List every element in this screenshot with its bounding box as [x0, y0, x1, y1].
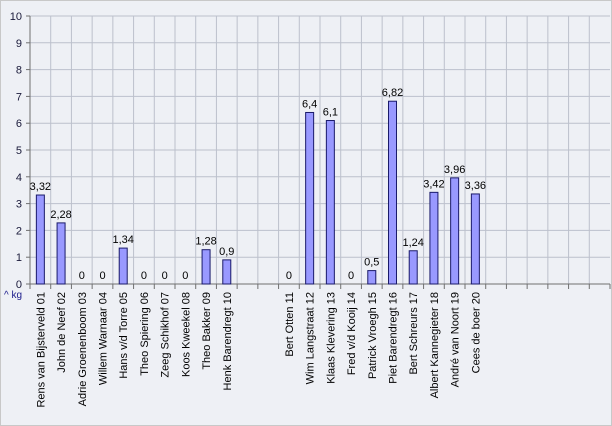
bar	[325, 120, 335, 285]
bar	[118, 247, 128, 285]
y-tick-label: 5	[16, 145, 22, 157]
category-label: Bert Otten 11	[284, 292, 296, 357]
y-tick-label: 0	[16, 279, 22, 291]
data-label: 1,34	[113, 234, 134, 246]
category-label: Cees de boer 20	[470, 292, 482, 373]
category-label: Hans v/d Torre 05	[118, 292, 130, 379]
unit-label: ^ kg	[4, 290, 22, 301]
data-label: 6,4	[302, 98, 317, 110]
y-tick-label: 6	[16, 118, 22, 130]
data-label: 0	[286, 270, 292, 282]
category-label: Fred v/d Kooij 14	[346, 292, 358, 375]
y-tick-label: 4	[16, 172, 22, 184]
y-tick-label: 9	[16, 38, 22, 50]
y-tick-label: 8	[16, 65, 22, 77]
bar	[388, 100, 397, 285]
y-tick-label: 2	[16, 225, 22, 237]
category-label: Henk Barendregt 10	[222, 292, 234, 390]
bar	[201, 249, 211, 285]
bar	[470, 193, 480, 285]
bar	[56, 222, 66, 285]
data-label: 0	[99, 270, 105, 282]
category-label: Patrick Vroegh 15	[367, 292, 379, 379]
y-tick-label: 1	[16, 252, 22, 264]
category-label: Adrie Groenenboom 03	[77, 292, 89, 406]
category-label: Theo Spiering 06	[139, 292, 151, 376]
y-tick-label: 3	[16, 199, 22, 211]
data-label: 0	[182, 270, 188, 282]
data-label: 0	[162, 270, 168, 282]
category-label: Bert Schreurs 17	[408, 292, 420, 375]
bar	[222, 259, 232, 285]
category-label: André van Noort 19	[450, 292, 462, 387]
data-label: 3,42	[423, 178, 444, 190]
category-label: Zeeg Schikhof 07	[160, 292, 172, 378]
data-label: 0	[79, 270, 85, 282]
bar	[450, 177, 460, 285]
category-label: John de Neef 02	[56, 292, 68, 373]
data-label: 1,28	[195, 236, 216, 248]
bar	[408, 250, 418, 285]
data-label: 2,28	[50, 209, 71, 221]
category-label: Piet Barendregt 16	[388, 292, 400, 384]
category-label: Wim Langstraat 12	[305, 292, 317, 384]
category-label: Rens van Bijsterveld 01	[35, 292, 47, 408]
bar	[305, 111, 315, 285]
data-label: 6,1	[323, 107, 338, 119]
data-label: 3,36	[465, 180, 486, 192]
y-tick-label: 7	[16, 91, 22, 103]
y-tick-label: 10	[10, 11, 22, 23]
category-label: Albert Kannegieter 18	[429, 292, 441, 398]
data-label: 3,32	[30, 181, 51, 193]
data-label: 0	[141, 270, 147, 282]
category-label: Klaas Klevering 13	[325, 292, 337, 384]
bar	[35, 194, 45, 285]
data-label: 6,82	[382, 87, 403, 99]
bar	[367, 270, 377, 285]
category-label: Koos Kweekel 08	[180, 292, 192, 377]
data-label: 3,96	[444, 164, 465, 176]
bar	[429, 191, 439, 285]
data-label: 0,9	[219, 246, 234, 258]
data-label: 1,24	[403, 237, 424, 249]
data-label: 0,5	[364, 257, 379, 269]
category-label: Theo Bakker 09	[201, 292, 213, 370]
data-label: 0	[348, 270, 354, 282]
category-label: Willem Warnaar 04	[98, 292, 110, 385]
